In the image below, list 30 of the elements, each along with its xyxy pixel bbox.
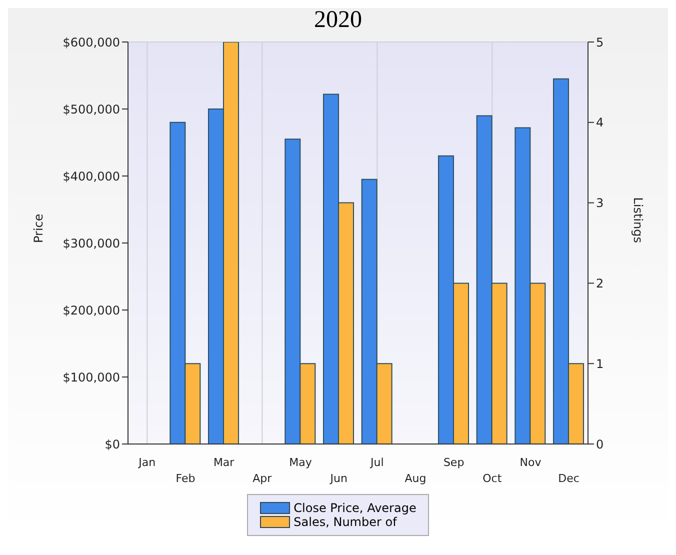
y-tick-label: $400,000 <box>62 169 120 184</box>
chart-title: 2020 <box>313 7 363 33</box>
x-tick-label: Jan <box>138 456 156 469</box>
y2-tick-label: 4 <box>596 116 604 130</box>
y2-tick-label: 2 <box>596 276 604 290</box>
x-tick-label: Feb <box>176 472 196 485</box>
legend-label: Sales, Number of <box>294 515 397 529</box>
x-tick-label: Mar <box>213 456 235 469</box>
y2-tick-label: 3 <box>596 196 604 210</box>
x-tick-label: Jul <box>370 456 384 469</box>
y2-tick-label: 1 <box>596 356 604 371</box>
x-tick-label: Nov <box>520 456 542 469</box>
x-tick-label: Oct <box>482 472 502 485</box>
y-axis-title: Price <box>31 214 46 243</box>
x-tick-label: Apr <box>252 472 272 485</box>
y-tick-label: $500,000 <box>62 102 120 116</box>
x-tick-label: May <box>289 456 312 469</box>
x-tick-label: Jun <box>329 472 348 485</box>
legend-label: Close Price, Average <box>294 501 416 515</box>
y-tick-label: $0 <box>104 437 120 452</box>
y-tick-label: $100,000 <box>62 370 120 384</box>
x-tick-label: Aug <box>404 472 426 485</box>
y2-tick-label: 5 <box>596 35 604 50</box>
x-tick-label: Sep <box>443 456 464 469</box>
y-tick-label: $600,000 <box>62 35 120 50</box>
y-tick-label: $200,000 <box>62 303 120 318</box>
y-tick-label: $300,000 <box>62 236 120 250</box>
y2-tick-label: 0 <box>596 437 604 452</box>
x-tick-label: Dec <box>558 472 580 485</box>
y2-axis-title: Listings <box>630 197 645 243</box>
